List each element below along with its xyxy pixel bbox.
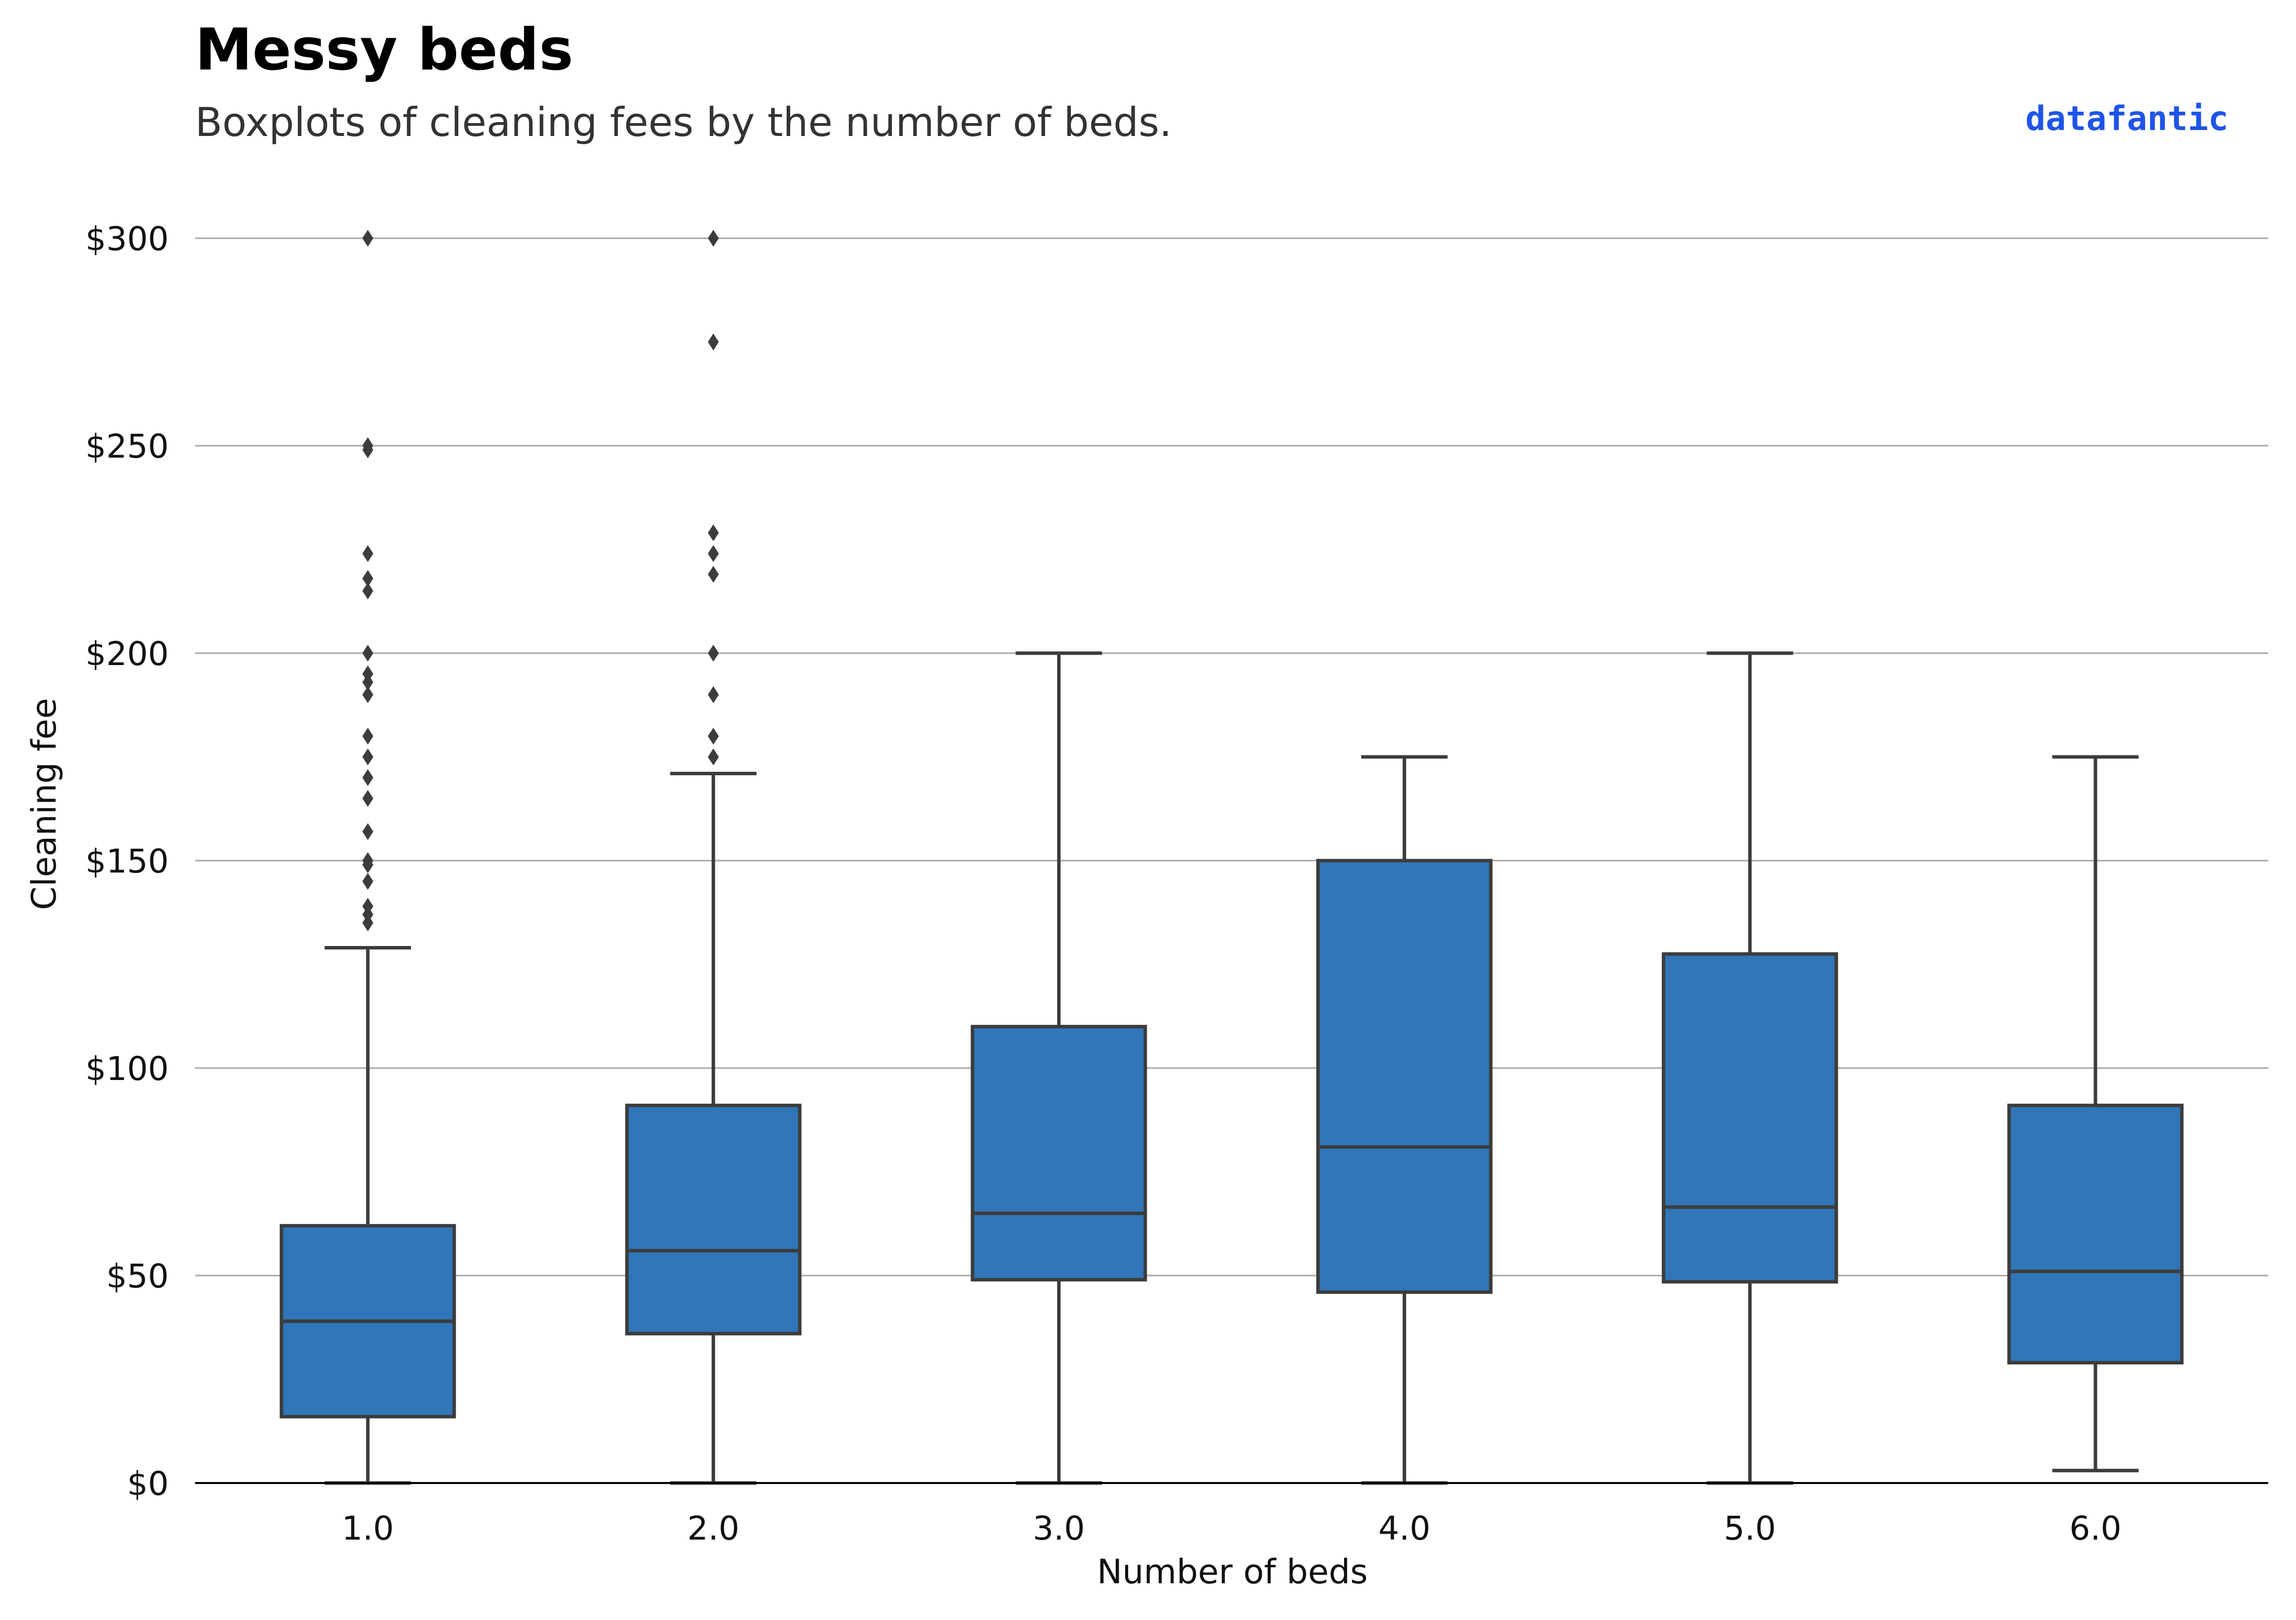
x-tick-label: 5.0 [1724, 1509, 1776, 1548]
outlier-point [708, 748, 719, 765]
outlier-point [708, 728, 719, 745]
box-iqr [2007, 1103, 2184, 1365]
outlier-point [708, 686, 719, 703]
box-group [1662, 651, 1838, 1485]
box-group [1316, 755, 1493, 1485]
outlier-point [708, 334, 719, 350]
boxes [279, 230, 2184, 1485]
outlier-point [362, 545, 374, 562]
x-axis: 1.0 2.0 3.0 4.0 5.0 6.0 [195, 1482, 2268, 1548]
chart-subtitle: Boxplots of cleaning fees by the number … [195, 99, 1172, 145]
box-group [625, 230, 802, 1485]
outlier-point [362, 748, 374, 765]
x-tick-label: 1.0 [342, 1509, 394, 1548]
outlier-point [708, 645, 719, 662]
box-iqr [625, 1103, 802, 1336]
outlier-point [362, 645, 374, 662]
y-tick-label: $50 [106, 1257, 169, 1295]
x-tick-label: 4.0 [1378, 1509, 1430, 1548]
gridlines [195, 237, 2268, 1277]
outlier-point [362, 230, 374, 247]
outlier-point [362, 769, 374, 786]
outlier-point [708, 566, 719, 583]
x-tick-label: 6.0 [2069, 1509, 2121, 1548]
outlier-point [362, 570, 374, 587]
y-tick-label: $100 [85, 1050, 169, 1088]
outlier-point [362, 873, 374, 890]
box-iqr [1662, 952, 1838, 1284]
y-tick-label: $250 [85, 427, 169, 466]
box-iqr [970, 1024, 1147, 1282]
y-axis: $0 $50 $100 $150 $200 $250 $300 [85, 220, 169, 1503]
outlier-point [708, 230, 719, 247]
x-axis-label: Number of beds [1097, 1552, 1368, 1592]
outlier-point [362, 437, 374, 454]
box-group [970, 651, 1147, 1485]
box-iqr [1316, 859, 1493, 1294]
x-tick-label: 3.0 [1033, 1509, 1085, 1548]
outlier-point [362, 823, 374, 840]
box-group [2007, 755, 2184, 1473]
outlier-point [362, 665, 374, 682]
outlier-point [708, 545, 719, 562]
y-tick-label: $150 [85, 842, 169, 880]
outlier-point [362, 582, 374, 600]
brand-label: datafantic [2026, 99, 2228, 138]
x-tick-label: 2.0 [687, 1509, 740, 1548]
outlier-point [362, 790, 374, 807]
outlier-point [362, 686, 374, 703]
outlier-point [362, 852, 374, 869]
outlier-point [362, 728, 374, 745]
y-tick-label: $0 [127, 1465, 169, 1503]
y-tick-label: $300 [85, 220, 169, 258]
chart-title: Messy beds [195, 16, 573, 83]
outlier-point [362, 897, 374, 915]
y-tick-label: $200 [85, 635, 169, 673]
outlier-point [708, 524, 719, 541]
y-axis-label: Cleaning fee [25, 698, 64, 910]
